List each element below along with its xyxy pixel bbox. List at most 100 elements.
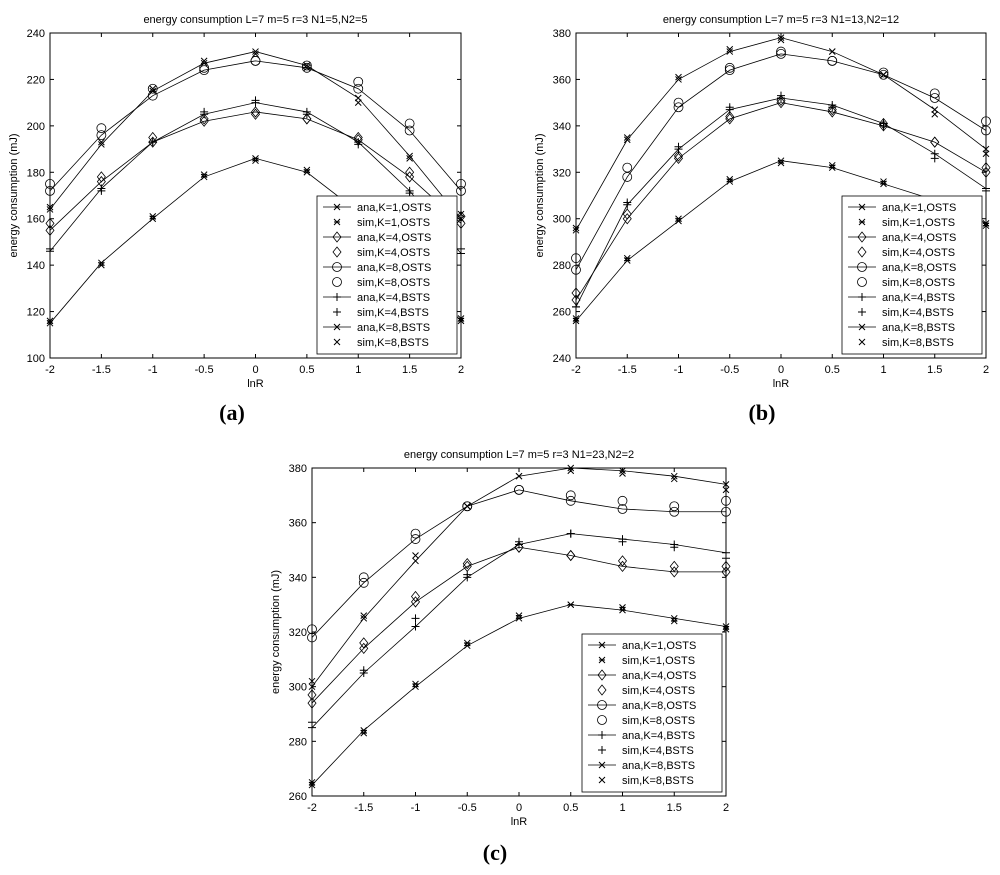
data-point (45, 217, 55, 229)
data-point (412, 552, 419, 559)
data-point (515, 472, 523, 480)
series-sim-k-1-osts (572, 159, 990, 322)
data-point (565, 490, 576, 501)
series-sim-k-4-bsts (46, 96, 465, 253)
data-point (929, 88, 940, 99)
data-point (148, 138, 157, 147)
legend-marker (333, 308, 341, 316)
data-point (199, 115, 209, 127)
data-point (302, 113, 312, 125)
legend-entry: ana,K=1,OSTS (622, 640, 696, 652)
data-point (250, 106, 261, 118)
data-point (725, 103, 734, 112)
data-point (721, 566, 731, 578)
data-point (726, 48, 734, 55)
data-point (46, 203, 54, 211)
data-point (673, 97, 684, 108)
legend-marker (857, 277, 867, 287)
data-point (674, 142, 683, 151)
data-point (251, 96, 260, 105)
data-point (724, 62, 735, 73)
y-axis-label: energy consumption (mJ) (270, 570, 282, 694)
legend-entry: sim,K=4,OSTS (622, 685, 695, 697)
data-point (828, 103, 837, 112)
y-tick-label: 300 (289, 682, 307, 694)
data-point (673, 102, 684, 113)
data-point (463, 639, 471, 647)
y-tick-label: 280 (289, 736, 307, 748)
data-point (45, 178, 55, 189)
legend-entry: ana,K=4,BSTS (882, 292, 955, 304)
legend-marker (858, 293, 866, 301)
data-point (303, 62, 311, 69)
y-tick-label: 380 (289, 463, 307, 475)
data-point (721, 506, 731, 517)
series-sim-k-1-osts (308, 601, 730, 786)
chart-panel-a: energy consumption L=7 m=5 r=3 N1=5,N2=5… (8, 14, 466, 425)
data-point (618, 537, 627, 546)
data-point (673, 152, 684, 164)
x-axis-label: lnR (247, 378, 264, 390)
data-point (412, 680, 419, 688)
data-point (567, 464, 575, 472)
legend-marker (597, 669, 607, 681)
data-point (880, 71, 887, 79)
legend-marker (857, 231, 867, 243)
legend-entry: ana,K=8,OSTS (882, 262, 956, 274)
y-tick-label: 100 (27, 353, 45, 365)
data-point (307, 632, 317, 643)
data-point (98, 138, 105, 146)
data-point (96, 130, 107, 141)
data-point (353, 76, 364, 87)
legend-entry: sim,K=8,BSTS (882, 337, 954, 349)
data-point (45, 185, 55, 196)
data-point (572, 315, 580, 322)
data-point (675, 76, 682, 83)
data-point (878, 120, 889, 132)
legend-marker (858, 308, 866, 316)
x-tick-label: 1.5 (667, 802, 682, 814)
data-point (457, 244, 465, 253)
data-point (777, 91, 785, 100)
y-tick-label: 260 (289, 791, 307, 803)
data-point (827, 103, 837, 116)
legend-entry: ana,K=8,OSTS (357, 262, 431, 274)
series-ana-k-8-bsts (46, 48, 465, 223)
legend-box (581, 633, 723, 793)
data-point (359, 642, 369, 655)
series-line (49, 60, 462, 192)
data-point (670, 475, 678, 483)
legend-entry: ana,K=4,BSTS (622, 730, 695, 742)
chart-title: energy consumption L=7 m=5 r=3 N1=5,N2=5 (143, 14, 367, 26)
legend-marker (332, 277, 342, 287)
series-ana-k-4-osts (571, 97, 991, 306)
y-tick-label: 200 (27, 121, 45, 133)
legend-marker (597, 715, 607, 725)
y-tick-label: 320 (553, 167, 571, 179)
data-point (571, 287, 581, 299)
data-point (462, 501, 473, 512)
x-tick-label: 2 (983, 364, 989, 376)
y-axis-label: energy consumption (mJ) (8, 133, 20, 257)
y-tick-label: 220 (27, 74, 45, 86)
data-point (623, 136, 631, 144)
data-point (308, 778, 316, 786)
data-point (359, 637, 369, 649)
legend-marker (598, 761, 606, 769)
data-point (726, 45, 734, 53)
x-tick-label: 1 (619, 802, 625, 814)
y-tick-label: 140 (27, 260, 45, 272)
y-tick-label: 380 (553, 28, 571, 40)
y-tick-label: 320 (289, 627, 307, 639)
data-point (617, 560, 628, 573)
data-point (360, 612, 368, 619)
data-point (675, 73, 682, 81)
data-point (929, 93, 940, 103)
data-point (828, 161, 836, 169)
legend-box (841, 195, 983, 355)
legend-entry: ana,K=4,BSTS (357, 292, 430, 304)
data-point (722, 623, 730, 630)
x-tick-label: 1 (355, 364, 361, 376)
legend-marker (857, 262, 867, 272)
data-point (776, 97, 786, 109)
